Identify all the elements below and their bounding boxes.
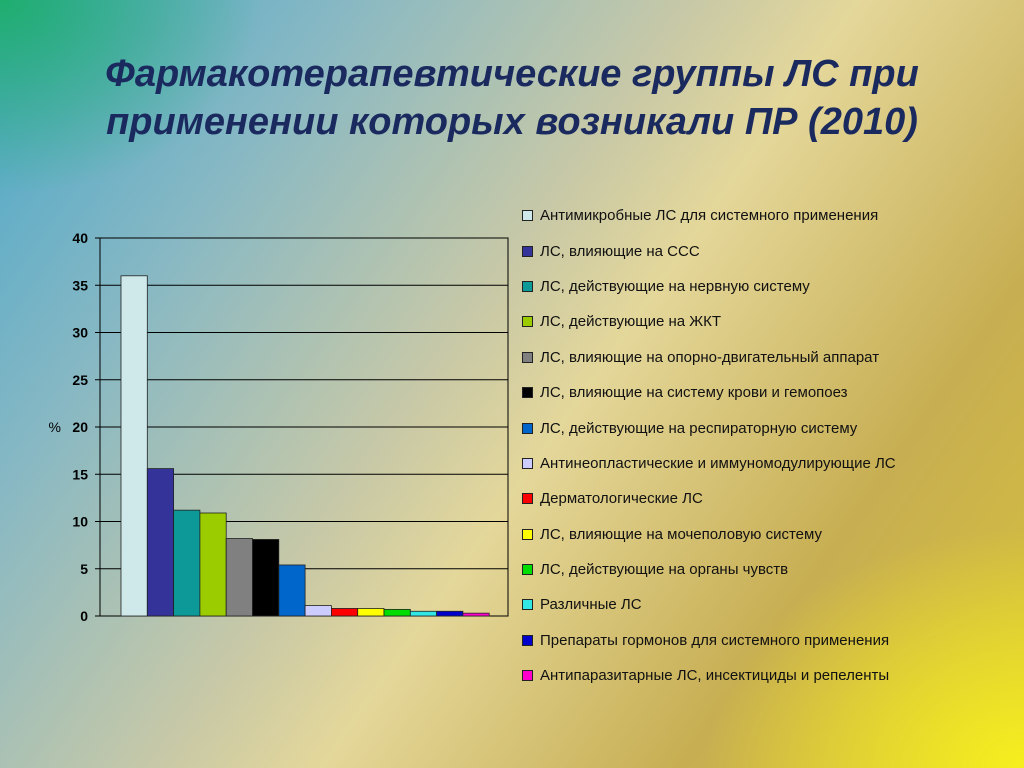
legend-swatch: [522, 422, 533, 434]
legend-swatch: [522, 387, 533, 399]
legend-label: ЛС, действующие на ЖКТ: [540, 313, 722, 331]
bar: [436, 610, 464, 617]
legend-label: ЛС, действующие на органы чувств: [540, 561, 789, 579]
legend-swatch: [522, 634, 533, 646]
bar: [357, 608, 385, 617]
legend-label: ЛС, влияющие на ССС: [540, 242, 700, 260]
bar: [252, 539, 280, 617]
bar: [409, 610, 437, 617]
legend-item: Дерматологические ЛС: [522, 481, 1002, 516]
legend-label: ЛС, действующие на респираторную систему: [540, 419, 858, 437]
y-tick-label: 30: [72, 325, 88, 341]
legend-label: Дерматологические ЛС: [540, 490, 703, 508]
legend-item: ЛС, влияющие на ССС: [522, 233, 1002, 268]
y-tick-label: 0: [80, 608, 88, 624]
legend-label: ЛС, влияющие на систему крови и гемопоез: [540, 384, 848, 402]
legend-label: ЛС, действующие на нервную систему: [540, 277, 810, 295]
bar: [120, 275, 148, 617]
legend-item: Различные ЛС: [522, 587, 1002, 622]
legend-swatch: [522, 493, 533, 505]
y-tick-label: 15: [72, 466, 88, 482]
y-tick-label: 5: [80, 561, 88, 577]
legend-item: ЛС, действующие на нервную систему: [522, 269, 1002, 304]
legend-swatch: [522, 528, 533, 540]
bar: [330, 608, 359, 617]
legend-item: ЛС, влияющие на мочеполовую систему: [522, 517, 1002, 552]
legend-item: ЛС, действующие на респираторную систему: [522, 410, 1002, 445]
legend-swatch: [522, 599, 533, 611]
legend-item: Антипаразитарные ЛС, инсектициды и репел…: [522, 658, 1002, 693]
legend-item: Антинеопластические и иммуномодулирующие…: [522, 446, 1002, 481]
bar: [278, 564, 306, 617]
legend-label: Препараты гормонов для системного примен…: [540, 631, 890, 649]
bar: [225, 538, 253, 617]
legend-item: Антимикробные ЛС для системного применен…: [522, 198, 1002, 233]
y-tick-label: 40: [72, 230, 88, 246]
legend-label: ЛС, влияющие на опорно-двигательный аппа…: [540, 348, 880, 366]
legend-swatch: [522, 564, 533, 576]
legend-label: Антипаразитарные ЛС, инсектициды и репел…: [540, 667, 890, 685]
legend-label: Антимикробные ЛС для системного применен…: [540, 207, 879, 225]
y-tick-label: 10: [72, 514, 88, 530]
bar: [199, 512, 227, 617]
legend-label: ЛС, влияющие на мочеполовую систему: [540, 525, 823, 543]
legend-swatch: [522, 280, 533, 292]
page-title: Фармакотерапевтические группы ЛС при при…: [105, 53, 919, 143]
y-tick-label: 35: [72, 277, 88, 293]
legend-swatch: [522, 457, 533, 469]
y-axis-label: %: [49, 419, 61, 435]
bar: [304, 605, 332, 617]
bar: [146, 468, 175, 617]
bar: [383, 608, 411, 617]
bar: [462, 612, 490, 617]
legend-item: Препараты гормонов для системного примен…: [522, 623, 1002, 658]
legend-label: Антинеопластические и иммуномодулирующие…: [540, 454, 896, 472]
legend-swatch: [522, 670, 533, 682]
y-tick-label: 20: [72, 419, 88, 435]
legend-swatch: [522, 351, 533, 363]
chart-legend: Антимикробные ЛС для системного применен…: [522, 198, 1002, 693]
legend-swatch: [522, 316, 533, 328]
legend-label: Различные ЛС: [540, 596, 642, 614]
legend-item: ЛС, влияющие на систему крови и гемопоез: [522, 375, 1002, 410]
bar: [173, 509, 201, 617]
legend-item: ЛС, действующие на ЖКТ: [522, 304, 1002, 339]
legend-swatch: [522, 245, 533, 257]
legend-item: ЛС, влияющие на опорно-двигательный аппа…: [522, 340, 1002, 375]
legend-swatch: [522, 210, 533, 222]
legend-item: ЛС, действующие на органы чувств: [522, 552, 1002, 587]
y-tick-label: 25: [72, 372, 88, 388]
